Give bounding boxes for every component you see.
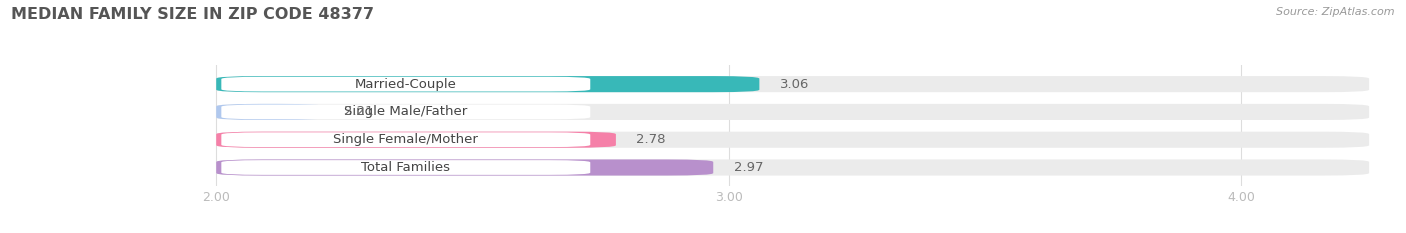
FancyBboxPatch shape <box>217 132 616 148</box>
FancyBboxPatch shape <box>221 132 591 147</box>
FancyBboxPatch shape <box>217 76 759 92</box>
FancyBboxPatch shape <box>217 104 1369 120</box>
FancyBboxPatch shape <box>217 159 1369 175</box>
Text: Single Male/Father: Single Male/Father <box>344 105 467 118</box>
Text: 2.97: 2.97 <box>734 161 763 174</box>
Text: Married-Couple: Married-Couple <box>354 78 457 91</box>
FancyBboxPatch shape <box>217 76 1369 92</box>
Text: 3.06: 3.06 <box>780 78 810 91</box>
FancyBboxPatch shape <box>217 104 323 120</box>
Text: Single Female/Mother: Single Female/Mother <box>333 133 478 146</box>
Text: Source: ZipAtlas.com: Source: ZipAtlas.com <box>1277 7 1395 17</box>
FancyBboxPatch shape <box>221 105 591 119</box>
Text: 2.21: 2.21 <box>344 105 374 118</box>
FancyBboxPatch shape <box>217 132 1369 148</box>
Text: 2.78: 2.78 <box>637 133 666 146</box>
FancyBboxPatch shape <box>221 160 591 175</box>
Text: MEDIAN FAMILY SIZE IN ZIP CODE 48377: MEDIAN FAMILY SIZE IN ZIP CODE 48377 <box>11 7 374 22</box>
FancyBboxPatch shape <box>217 159 713 175</box>
FancyBboxPatch shape <box>221 77 591 92</box>
Text: Total Families: Total Families <box>361 161 450 174</box>
